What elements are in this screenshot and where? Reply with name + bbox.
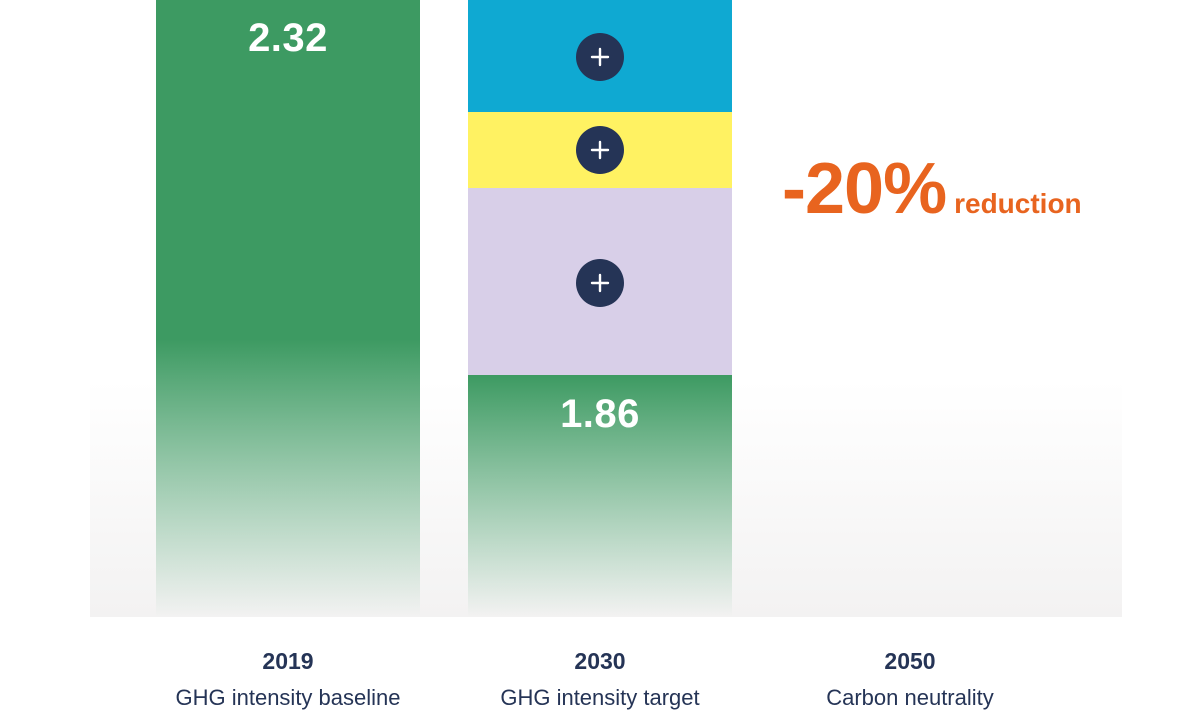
plus-icon <box>590 47 610 67</box>
bar-2019-baseline <box>156 0 420 617</box>
bar-2019-value: 2.32 <box>248 16 328 60</box>
category-label-2030: 2030 GHG intensity target <box>440 648 760 711</box>
category-description: Carbon neutrality <box>826 685 994 710</box>
category-description: GHG intensity target <box>500 685 700 710</box>
category-year: 2030 <box>574 648 626 674</box>
category-year: 2019 <box>262 648 314 674</box>
expand-segment-yellow-button[interactable] <box>576 126 624 174</box>
category-label-2050: 2050 Carbon neutrality <box>750 648 1070 711</box>
reduction-annotation: -20% reduction <box>782 148 1082 230</box>
category-year: 2050 <box>884 648 936 674</box>
expand-segment-lavender-button[interactable] <box>576 259 624 307</box>
bar-2030-target <box>468 375 732 617</box>
reduction-word: reduction <box>954 188 1082 219</box>
expand-segment-blue-button[interactable] <box>576 33 624 81</box>
plus-icon <box>590 273 610 293</box>
plus-icon <box>590 140 610 160</box>
reduction-percent: -20% <box>782 149 947 229</box>
bar-2030-value: 1.86 <box>560 392 640 436</box>
category-description: GHG intensity baseline <box>175 685 401 710</box>
category-label-2019: 2019 GHG intensity baseline <box>128 648 448 711</box>
